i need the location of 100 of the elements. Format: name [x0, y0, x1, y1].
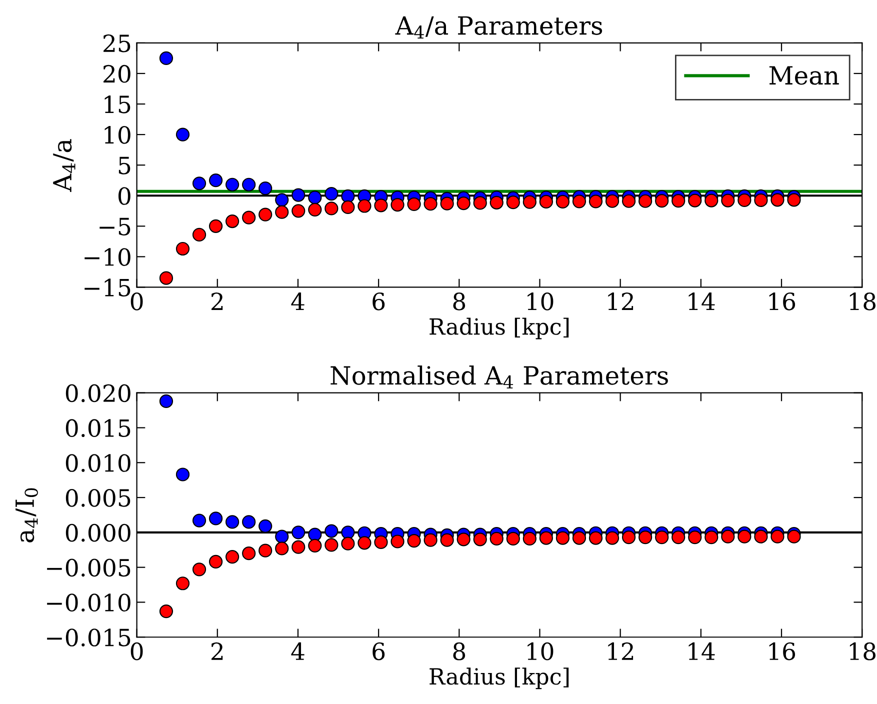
point	[506, 196, 520, 210]
point	[407, 197, 421, 211]
point	[522, 532, 536, 546]
point	[655, 530, 669, 544]
point	[308, 538, 322, 552]
x-tick-label: 6	[372, 642, 385, 660]
point	[490, 196, 504, 210]
point	[159, 604, 174, 618]
point	[308, 190, 322, 204]
point	[275, 542, 289, 556]
point	[341, 536, 355, 550]
point	[390, 198, 404, 212]
point	[242, 515, 256, 529]
point	[374, 535, 388, 549]
point	[159, 271, 174, 285]
x-tick-label: 12	[608, 642, 634, 660]
y-tick-label: 10	[104, 126, 130, 144]
point	[787, 193, 801, 207]
point	[208, 512, 223, 526]
x-tick-label: 0	[130, 642, 143, 660]
chart-title: A$_{4}$/a Parameters	[395, 16, 602, 38]
point	[473, 532, 487, 546]
y-tick-label: −5	[100, 218, 130, 236]
y-tick-label: 0.005	[66, 488, 130, 507]
point	[672, 194, 686, 208]
point	[605, 194, 620, 208]
point	[424, 197, 438, 211]
x-tick-label: 4	[291, 292, 304, 310]
x-tick-label: 18	[850, 292, 876, 310]
y-tick-label: −15	[84, 278, 130, 297]
point	[522, 195, 536, 209]
y-tick-label: 25	[104, 34, 130, 52]
point	[787, 530, 801, 544]
point	[390, 534, 404, 548]
point	[572, 194, 586, 208]
x-tick-label: 16	[769, 642, 796, 660]
x-axis-title: Radius [kpc]	[430, 668, 569, 690]
x-tick-label: 0	[130, 292, 143, 310]
y-tick-label: 20	[104, 64, 130, 83]
point	[341, 526, 355, 540]
point	[226, 550, 240, 564]
point	[655, 194, 669, 208]
point	[490, 532, 504, 546]
point	[258, 519, 272, 533]
y-tick-label: 0.020	[66, 384, 130, 402]
x-axis-title: Radius [kpc]	[430, 318, 569, 340]
y-tick-label: 0.010	[66, 454, 130, 472]
y-tick-label: 15	[104, 95, 130, 114]
x-tick-label: 12	[608, 292, 634, 310]
point	[226, 214, 240, 228]
point	[638, 194, 652, 208]
x-tick-label: 8	[453, 292, 466, 310]
point	[159, 51, 174, 66]
point	[473, 196, 487, 210]
point	[192, 176, 206, 190]
x-tick-label: 10	[528, 642, 554, 660]
point	[176, 242, 190, 256]
x-tick-label: 2	[211, 292, 223, 310]
x-tick-label: 10	[528, 292, 554, 310]
point	[721, 194, 735, 208]
point	[358, 536, 372, 550]
point	[292, 204, 306, 218]
point	[324, 202, 338, 216]
point	[539, 194, 553, 209]
point	[738, 193, 752, 208]
x-tick-label: 18	[850, 642, 876, 660]
y-tick-label: 0.015	[66, 419, 130, 438]
point	[358, 199, 372, 213]
y-tick-label: 5	[118, 156, 130, 174]
point	[159, 394, 174, 408]
point	[588, 194, 603, 208]
y-axis-title: A$_{4}$/a	[53, 139, 76, 192]
point	[275, 530, 289, 544]
point	[258, 544, 272, 558]
point	[688, 530, 702, 544]
point	[572, 531, 586, 545]
point	[275, 193, 289, 207]
point	[440, 196, 454, 210]
point	[704, 194, 718, 208]
point	[208, 554, 223, 569]
point	[324, 186, 338, 201]
point	[176, 576, 190, 590]
point	[638, 530, 652, 544]
point	[208, 219, 223, 233]
point	[341, 200, 355, 214]
point	[275, 205, 289, 219]
point	[324, 524, 338, 538]
point	[539, 531, 553, 545]
x-tick-label: 16	[769, 292, 796, 310]
x-tick-label: 14	[688, 292, 715, 310]
point	[407, 534, 421, 548]
y-tick-label: 0.000	[66, 524, 130, 542]
point	[721, 530, 735, 544]
x-tick-label: 6	[372, 292, 385, 310]
point	[192, 514, 206, 528]
y-tick-label: −0.005	[47, 558, 130, 577]
point	[258, 208, 272, 222]
point	[292, 526, 306, 540]
y-tick-label: 0	[118, 187, 130, 205]
point	[226, 178, 240, 192]
